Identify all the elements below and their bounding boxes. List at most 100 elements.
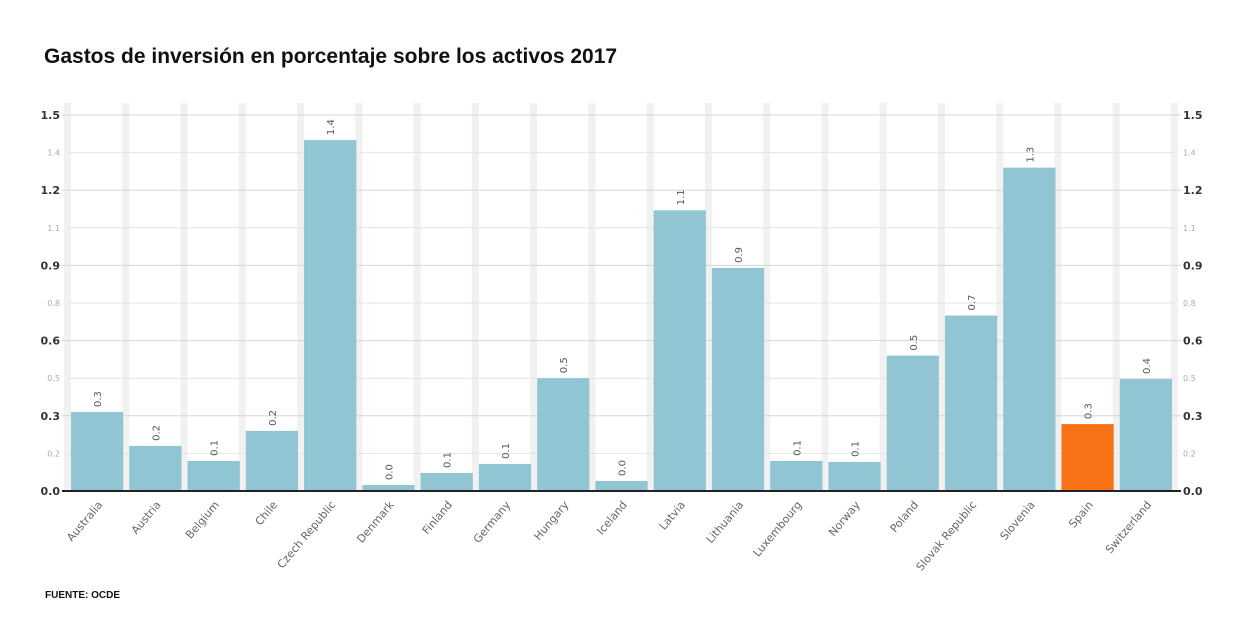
y-tick-label-left-minor: 0.5 — [47, 374, 60, 383]
bar-denmark — [362, 484, 415, 491]
y-tick-label-right: 0.3 — [1183, 410, 1203, 423]
bar-iceland — [595, 480, 648, 491]
vertical-gridline — [704, 103, 712, 491]
bar-australia — [71, 412, 124, 491]
x-tick-label: Poland — [888, 499, 922, 535]
vertical-gridline — [588, 103, 596, 491]
data-label: 0.1 — [210, 440, 221, 456]
data-label: 0.4 — [1142, 358, 1153, 374]
data-label: 0.0 — [384, 464, 395, 480]
vertical-gridline — [122, 103, 130, 491]
data-label: 0.7 — [967, 295, 978, 311]
x-tick-label: Belgium — [183, 499, 222, 542]
y-tick-label-right: 0.9 — [1183, 259, 1203, 272]
vertical-gridline — [238, 103, 246, 491]
vertical-gridline — [297, 103, 305, 491]
vertical-gridline — [64, 103, 71, 491]
y-tick-label-left: 1.2 — [41, 184, 61, 197]
x-tick-label: Chile — [253, 498, 281, 528]
vertical-gridline — [996, 103, 1004, 491]
data-label: 0.1 — [851, 441, 862, 457]
x-tick-label: Iceland — [594, 499, 630, 538]
bar-switzerland — [1119, 378, 1172, 491]
data-label: 0.5 — [909, 335, 920, 351]
bar-austria — [129, 445, 182, 491]
x-tick-label: Slovenia — [998, 499, 1038, 543]
x-tick-label: Denmark — [354, 498, 397, 546]
bar-belgium — [187, 460, 240, 491]
x-tick-label: Switzerland — [1103, 499, 1154, 557]
vertical-gridline — [180, 103, 188, 491]
bar-germany — [478, 463, 532, 491]
data-label: 1.1 — [676, 189, 687, 205]
x-tick-label: Norway — [826, 498, 863, 539]
y-tick-label-left: 0.6 — [41, 335, 61, 348]
bar-luxembourg — [770, 460, 823, 491]
vertical-gridline — [821, 103, 829, 491]
y-tick-label-right-minor: 0.8 — [1183, 299, 1196, 308]
vertical-gridline — [471, 103, 479, 491]
data-label: 0.0 — [618, 460, 629, 476]
data-label: 0.9 — [734, 247, 745, 263]
x-tick-label: Hungary — [531, 498, 571, 543]
bar-finland — [420, 472, 473, 491]
y-tick-label-left-minor: 1.1 — [47, 224, 60, 233]
data-label: 0.1 — [792, 440, 803, 456]
bar-slovak-republic — [944, 315, 998, 491]
y-tick-label-left: 1.5 — [41, 109, 61, 122]
vertical-gridline — [646, 103, 654, 491]
bar-latvia — [653, 210, 706, 491]
y-tick-label-left-minor: 1.4 — [47, 149, 60, 158]
data-label: 1.3 — [1025, 147, 1036, 163]
source-note: FUENTE: OCDE — [45, 590, 120, 601]
vertical-gridline — [355, 103, 363, 491]
data-label: 0.1 — [443, 452, 454, 468]
x-tick-label: Slovak Republic — [914, 499, 980, 574]
data-label: 1.4 — [326, 119, 337, 135]
bar-lithuania — [711, 267, 765, 491]
bar-czech-republic — [304, 140, 357, 492]
x-tick-label: Luxembourg — [751, 499, 805, 560]
y-tick-label-right: 1.5 — [1183, 109, 1203, 122]
x-tick-label: Czech Republic — [275, 499, 339, 572]
vertical-gridline — [1112, 103, 1120, 491]
bar-slovenia — [1003, 167, 1056, 491]
y-tick-label-left: 0.3 — [41, 410, 61, 423]
vertical-gridline — [413, 103, 421, 491]
data-label: 0.3 — [1084, 403, 1095, 419]
y-tick-label-right: 0.6 — [1183, 335, 1203, 348]
x-tick-label: Lithuania — [704, 499, 747, 546]
chart-title: Gastos de inversión en porcentaje sobre … — [44, 45, 618, 68]
data-label: 0.2 — [268, 410, 279, 426]
y-tick-label-left: 0.9 — [41, 259, 61, 272]
bar-chile — [245, 430, 299, 491]
bar-hungary — [537, 378, 590, 491]
data-label: 0.3 — [93, 391, 104, 407]
y-tick-label-right-minor: 1.1 — [1183, 224, 1196, 233]
y-tick-label-right-minor: 0.2 — [1183, 449, 1196, 458]
vertical-gridline — [530, 103, 538, 491]
y-tick-label-right: 1.2 — [1183, 184, 1203, 197]
x-tick-label: Australia — [64, 499, 105, 545]
vertical-gridline — [1171, 103, 1178, 491]
bar-norway — [828, 461, 881, 491]
data-label: 0.2 — [151, 425, 162, 441]
y-tick-label-left-minor: 0.2 — [47, 449, 60, 458]
vertical-gridline — [1054, 103, 1062, 491]
y-tick-label-left: 0.0 — [41, 485, 61, 498]
y-tick-label-left-minor: 0.8 — [47, 299, 60, 308]
x-tick-label: Spain — [1066, 499, 1096, 531]
y-tick-label-right-minor: 0.5 — [1183, 374, 1196, 383]
vertical-gridline — [937, 103, 945, 491]
vertical-gridline — [763, 103, 771, 491]
y-tick-label-right-minor: 1.4 — [1183, 149, 1196, 158]
bar-spain — [1061, 424, 1114, 491]
y-tick-label-right: 0.0 — [1183, 485, 1203, 498]
x-tick-label: Latvia — [657, 499, 688, 533]
bar-poland — [886, 355, 939, 491]
x-tick-label: Germany — [471, 498, 514, 545]
x-tick-label: Austria — [129, 499, 164, 537]
data-label: 0.1 — [501, 443, 512, 459]
data-label: 0.5 — [559, 357, 570, 373]
